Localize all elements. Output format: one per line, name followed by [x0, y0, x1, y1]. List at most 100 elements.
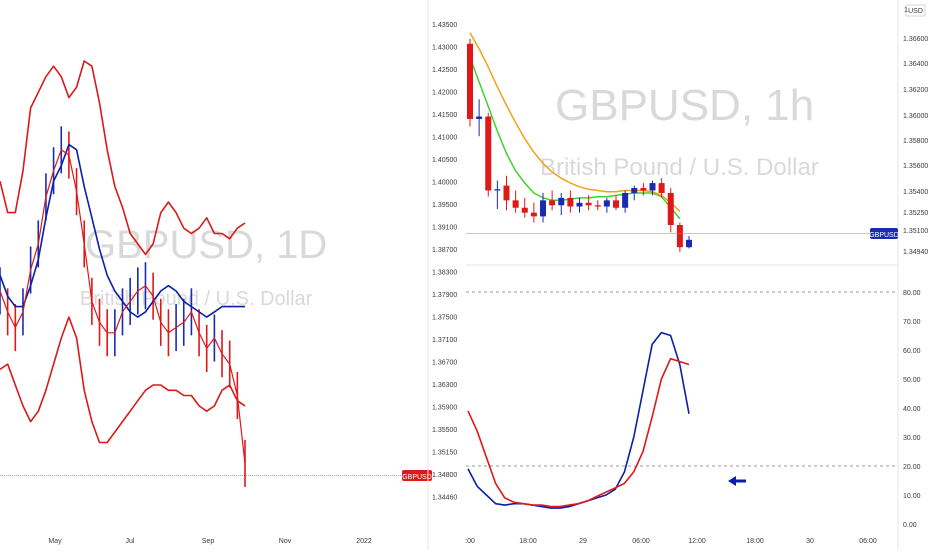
middle-axis-tick-label: 1.34800 [432, 472, 457, 479]
hourly-chart-panel: GBPUSD, 1h British Pound / U.S. Dollar 1… [466, 0, 928, 550]
right-axis-tick-label: 1.36200 [903, 87, 928, 94]
hourly-x-tick-label: 30 [806, 538, 814, 545]
daily-chart-panel: GBPUSD, 1D British Pound / U.S. Dollar M… [0, 60, 432, 545]
right-price-axis: 1.36600 1.36400 1.36200 1.36000 1.35800 1.356… [466, 0, 928, 550]
hourly-price-tag-label: GBPUSD [869, 232, 899, 239]
hourly-candle [631, 185, 638, 201]
hourly-x-axis: :00 18:00 29 06:00 12:00 18:00 30 06:00 [465, 538, 877, 545]
hourly-watermark-subtitle: British Pound / U.S. Dollar [540, 154, 819, 181]
hourly-candle [622, 190, 629, 213]
middle-axis-tick-label: 1.35150 [432, 450, 457, 457]
hourly-candle-body [512, 200, 519, 208]
daily-watermark-title: GBPUSD, 1D [85, 223, 327, 267]
hourly-x-tick-label: 06:00 [859, 538, 877, 545]
hourly-candle-body [622, 192, 629, 208]
currency-label-text: USD [908, 8, 923, 15]
hourly-candle [467, 38, 473, 127]
hourly-candle [667, 188, 674, 233]
hourly-candle-body [613, 200, 619, 208]
hourly-candle-body [549, 200, 556, 206]
hourly-x-tick-label: 18:00 [519, 538, 537, 545]
middle-axis-tick-label: 1.42500 [432, 67, 457, 74]
hourly-candle [521, 197, 528, 218]
hourly-candle [676, 222, 683, 253]
hourly-candle-body [594, 205, 601, 207]
hourly-candle [549, 190, 556, 211]
middle-axis-tick-label: 1.43500 [432, 22, 457, 29]
oscillator-tick-label: 30.00 [903, 435, 921, 442]
hourly-x-tick-label: 18:00 [746, 538, 764, 545]
hourly-candle-body [494, 189, 501, 191]
oscillator-tick-label: 50.00 [903, 377, 921, 384]
hourly-candle-body [558, 197, 565, 206]
middle-axis-tick-label: 1.41500 [432, 112, 457, 119]
hourly-candle-body [658, 183, 665, 193]
hourly-candle-body [686, 239, 692, 248]
middle-axis-tick-label: 1.34460 [432, 495, 457, 502]
hourly-candle-body [521, 207, 528, 213]
oscillator-tick-label: 60.00 [903, 348, 921, 355]
middle-axis-tick-label: 1.43000 [432, 45, 457, 52]
right-axis-tick-label: 1.35100 [903, 228, 928, 235]
middle-axis-tick-label: 1.36700 [432, 360, 457, 367]
hourly-candle-body [676, 225, 683, 248]
hourly-candle [594, 200, 601, 211]
right-axis-tick-label: 1.36400 [903, 61, 928, 68]
middle-axis-tick-label: 1.37500 [432, 315, 457, 322]
middle-axis-tick-label: 1.41000 [432, 135, 457, 142]
hourly-candle [558, 192, 565, 216]
hourly-candle [512, 190, 519, 213]
middle-axis-tick-label: 1.39500 [432, 202, 457, 209]
middle-axis-tick-label: 1.40500 [432, 157, 457, 164]
hourly-watermark-title: GBPUSD, 1h [555, 81, 814, 130]
hourly-candle-body [631, 188, 638, 193]
ema-slow-line [469, 32, 681, 212]
middle-axis-tick-label: 1.35500 [432, 427, 457, 434]
hourly-candle [576, 197, 583, 213]
daily-lower-band-line [0, 316, 246, 444]
hourly-candle [613, 195, 619, 211]
hourly-candle [603, 197, 610, 213]
oscillator-tick-label: 40.00 [903, 406, 921, 413]
hourly-x-tick-label: 06:00 [632, 538, 650, 545]
hourly-price-tag-bg [870, 228, 898, 239]
hourly-candle-body [576, 202, 583, 207]
middle-axis-tick-label: 1.40000 [432, 180, 457, 187]
hourly-candle-body [530, 212, 537, 217]
hourly-candle-body [485, 116, 492, 191]
right-axis-tick-label: 1.35800 [903, 138, 928, 145]
hourly-candle-body [585, 202, 592, 206]
oscillator-axis: 80.00 70.00 60.00 50.00 40.00 30.00 20.00 10.00… [903, 290, 921, 529]
left-arrow-icon [728, 476, 746, 486]
hourly-candle [476, 99, 483, 137]
daily-x-tick-label: 2022 [356, 538, 372, 545]
hourly-x-tick-label: 12:00 [688, 538, 706, 545]
hourly-candle-body [503, 185, 510, 201]
daily-x-tick-label: Nov [279, 538, 292, 545]
hourly-candle [540, 192, 546, 223]
middle-axis-tick-label: 1.39100 [432, 225, 457, 232]
middle-axis-tick-label: 1.38700 [432, 247, 457, 254]
hourly-candle-body [567, 197, 574, 207]
hourly-candle [649, 180, 656, 196]
daily-x-tick-label: Sep [202, 538, 215, 545]
middle-axis-tick-label: 1.38300 [432, 270, 457, 277]
oscillator-tick-label: 80.00 [903, 290, 921, 297]
middle-axis-tick-label: 1.37100 [432, 337, 457, 344]
daily-middle-band-line [0, 143, 245, 318]
hourly-candle-body [603, 200, 610, 207]
oscillator-fast-line [467, 331, 690, 509]
oscillator-levels [466, 291, 898, 467]
hourly-candle [658, 178, 665, 198]
hourly-candle-body [476, 116, 483, 119]
middle-price-axis: 1.43500 1.43000 1.42500 1.42000 1.41500 1.410… [427, 0, 457, 550]
hourly-candle-body [649, 183, 656, 191]
hourly-candle [503, 175, 510, 211]
hourly-x-tick-label: 29 [579, 538, 587, 545]
hourly-candle-body [540, 200, 546, 217]
hourly-candle-body [640, 188, 647, 191]
right-axis-tick-label: 1.34940 [903, 249, 928, 256]
daily-series [0, 60, 402, 487]
daily-upper-band-line [0, 60, 246, 256]
hourly-candle [567, 190, 574, 213]
